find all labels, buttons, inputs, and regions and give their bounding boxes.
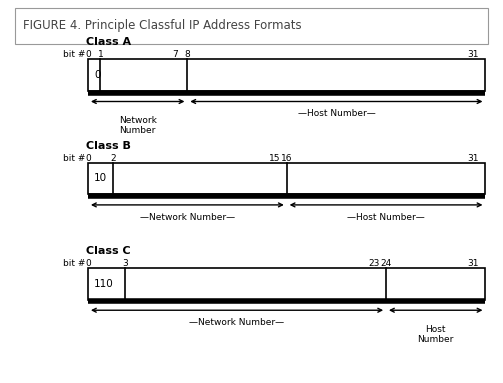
Bar [88,163,485,194]
Text: Class A: Class A [86,37,131,47]
Text: 110: 110 [94,279,114,289]
Text: 31: 31 [467,259,479,268]
Bar [88,59,485,91]
Text: 15: 15 [269,154,280,163]
Text: —Host Number—: —Host Number— [297,109,375,118]
Text: bit #: bit # [63,154,86,163]
Text: Class B: Class B [86,141,130,151]
Text: —Host Number—: —Host Number— [347,213,425,221]
Text: Network
Number: Network Number [119,116,156,136]
Text: —Network Number—: —Network Number— [190,318,285,327]
Text: 0: 0 [85,154,91,163]
Text: 10: 10 [94,173,107,183]
Bar [15,8,488,44]
Text: FIGURE 4. Principle Classful IP Address Formats: FIGURE 4. Principle Classful IP Address … [23,20,301,32]
Text: bit #: bit # [63,50,86,59]
Text: Host
Number: Host Number [417,325,454,344]
Text: 23: 23 [368,259,379,268]
Bar [88,268,485,300]
Text: 1: 1 [98,50,103,59]
Text: 31: 31 [467,154,479,163]
Text: 0: 0 [94,70,101,80]
Text: 0: 0 [85,50,91,59]
Text: 8: 8 [185,50,190,59]
Text: 31: 31 [467,50,479,59]
Text: 16: 16 [281,154,292,163]
Text: 7: 7 [172,50,178,59]
Text: 24: 24 [380,259,392,268]
Text: —Network Number—: —Network Number— [140,213,235,221]
Text: Class C: Class C [86,246,130,256]
Text: 2: 2 [110,154,116,163]
Text: 0: 0 [85,259,91,268]
Text: 3: 3 [122,259,128,268]
Text: bit #: bit # [63,259,86,268]
